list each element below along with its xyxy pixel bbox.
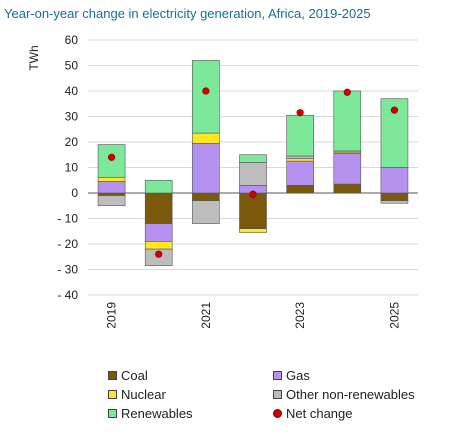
legend-label-gas: Gas	[286, 368, 310, 383]
y-tick-label: - 10	[57, 212, 78, 226]
legend-swatch-nuclear	[108, 390, 117, 399]
y-tick-label: - 40	[57, 288, 78, 302]
x-tick-label: 2019	[105, 302, 119, 329]
bar-renewables-2022	[239, 154, 267, 163]
bar-gas-2024	[333, 153, 362, 185]
bar-nuclear-2023	[286, 158, 314, 162]
legend: Coal Gas Nuclear Other non-renewables Re…	[108, 368, 448, 421]
y-tick-label: 30	[65, 110, 79, 124]
bar-gas-2021	[192, 142, 220, 194]
legend-item-net-change: Net change	[273, 406, 448, 421]
bar-renewables-2021	[192, 60, 220, 134]
bar-other-2022	[239, 162, 267, 186]
net-change-marker-2024	[343, 88, 351, 96]
bar-coal-2020	[144, 192, 173, 224]
legend-label-renewables: Renewables	[121, 406, 193, 421]
legend-item-gas: Gas	[273, 368, 448, 383]
bar-other-2023	[286, 155, 314, 159]
bar-coal-2024	[333, 183, 362, 194]
bar-gas-2019	[97, 181, 126, 194]
legend-label-net-change: Net change	[286, 406, 353, 421]
bar-coal-2021	[192, 192, 220, 201]
bar-renewables-2020	[144, 179, 173, 194]
x-tick-label: 2023	[293, 302, 307, 329]
bar-nuclear-2020	[144, 241, 173, 250]
legend-item-other: Other non-renewables	[273, 387, 448, 402]
bar-nuclear-2022	[239, 228, 267, 233]
net-change-marker-2019	[107, 153, 116, 161]
bar-coal-2023	[286, 185, 314, 194]
bar-coal-2022	[239, 192, 267, 230]
x-tick-label: 2025	[387, 302, 401, 329]
net-change-marker-2022	[249, 190, 257, 198]
legend-item-nuclear: Nuclear	[108, 387, 273, 402]
bar-gas-2023	[286, 160, 314, 186]
bar-nuclear-2021	[192, 132, 220, 144]
bar-nuclear-2019	[97, 177, 126, 182]
y-tick-label: 40	[65, 84, 79, 98]
chart-title: Year-on-year change in electricity gener…	[4, 6, 371, 21]
y-tick-label: 20	[65, 135, 79, 149]
legend-swatch-gas	[273, 371, 282, 380]
net-change-marker-2021	[202, 87, 210, 95]
legend-item-coal: Coal	[108, 368, 273, 383]
y-axis-label: TWh	[27, 45, 41, 70]
y-tick-label: - 30	[57, 263, 78, 277]
x-tick-label: 2021	[199, 302, 213, 329]
legend-swatch-renewables	[108, 409, 117, 418]
net-change-marker-2023	[296, 109, 304, 117]
bar-renewables-2023	[286, 114, 314, 157]
bar-other-2021	[192, 200, 220, 224]
legend-swatch-coal	[108, 371, 117, 380]
y-tick-label: 50	[65, 59, 79, 73]
bar-gas-2025	[380, 167, 409, 194]
y-tick-label: - 20	[57, 237, 78, 251]
bar-gas-2020	[144, 223, 173, 242]
y-tick-label: 10	[65, 161, 79, 175]
legend-item-renewables: Renewables	[108, 406, 273, 421]
y-tick-label: 60	[65, 33, 79, 47]
legend-marker-net-change	[273, 409, 282, 418]
bar-coal-2025	[380, 192, 409, 201]
y-tick-label: 0	[71, 186, 78, 200]
bar-other-2019	[97, 195, 126, 207]
bar-renewables-2019	[97, 144, 126, 179]
legend-label-other: Other non-renewables	[286, 387, 415, 402]
legend-label-nuclear: Nuclear	[121, 387, 166, 402]
bar-coal-2019	[97, 192, 126, 196]
net-change-marker-2025	[390, 106, 399, 114]
legend-label-coal: Coal	[121, 368, 148, 383]
legend-swatch-other	[273, 390, 282, 399]
bar-other-2025	[380, 200, 409, 204]
net-change-marker-2020	[155, 250, 163, 258]
bar-renewables-2024	[333, 90, 362, 152]
